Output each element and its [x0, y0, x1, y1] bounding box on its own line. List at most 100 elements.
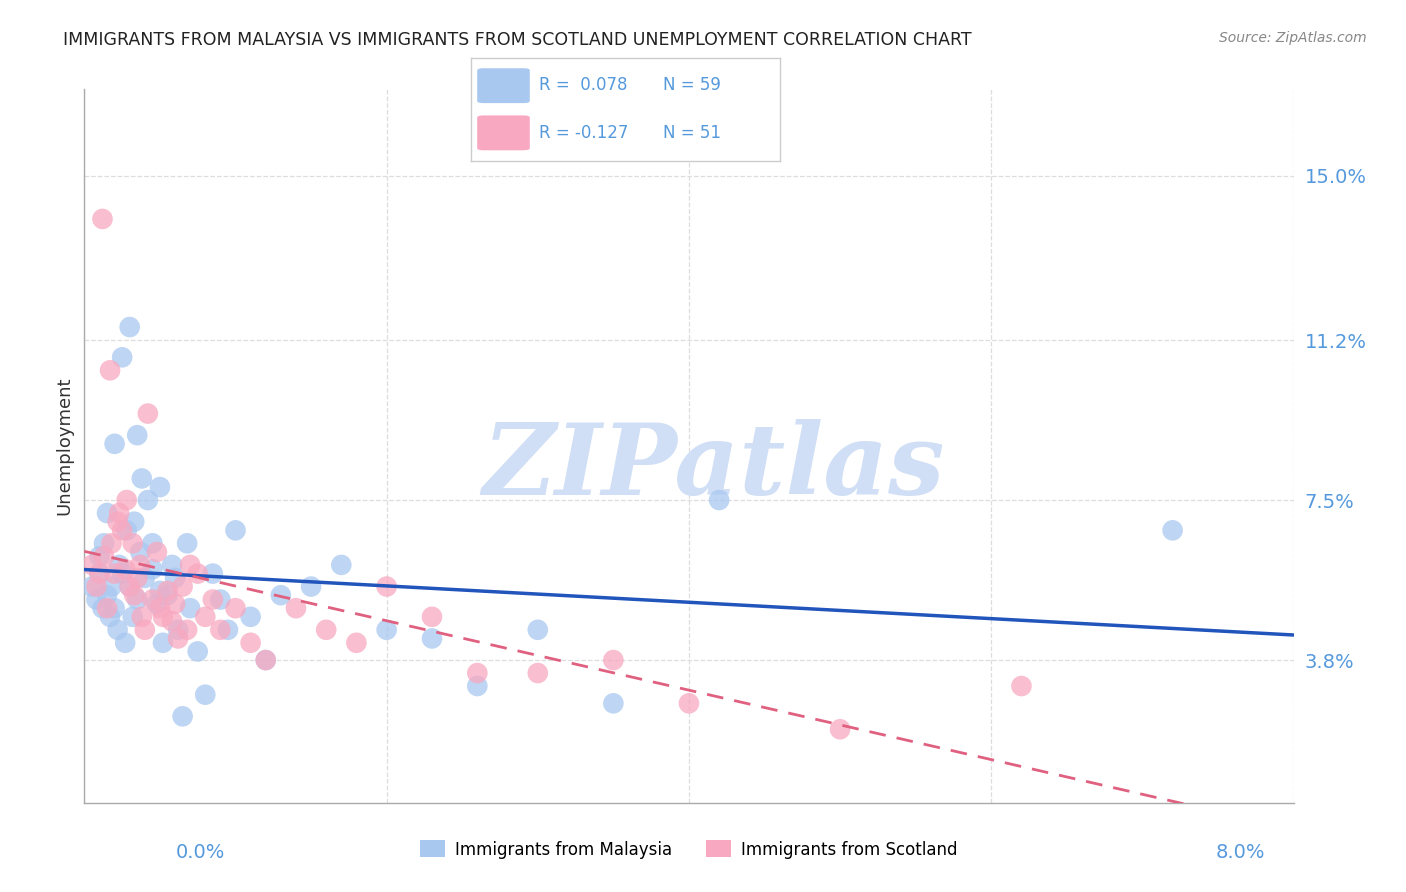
Point — [118, 580, 141, 594]
Point — [111, 524, 134, 538]
Text: R = -0.127: R = -0.127 — [538, 124, 628, 143]
Point — [239, 610, 262, 624]
Point — [104, 566, 127, 581]
Point — [114, 562, 136, 576]
Point — [136, 493, 159, 508]
Point — [146, 545, 169, 559]
Point — [89, 549, 111, 564]
Point — [315, 623, 337, 637]
Point — [254, 653, 277, 667]
Point — [194, 610, 217, 624]
Point — [98, 363, 121, 377]
Point — [121, 536, 143, 550]
Point — [284, 601, 308, 615]
Point — [149, 601, 172, 615]
Point — [127, 571, 149, 585]
Point — [176, 623, 198, 637]
Point — [149, 480, 172, 494]
Point — [160, 558, 183, 572]
Point — [602, 696, 624, 710]
Point — [80, 580, 103, 594]
Point — [270, 588, 292, 602]
Point — [104, 437, 127, 451]
Text: N = 51: N = 51 — [662, 124, 721, 143]
Point — [129, 545, 152, 559]
Legend: Immigrants from Malaysia, Immigrants from Scotland: Immigrants from Malaysia, Immigrants fro… — [413, 835, 965, 866]
Point — [209, 592, 232, 607]
Point — [201, 566, 224, 581]
Text: ZIPatlas: ZIPatlas — [482, 419, 945, 516]
Point — [172, 580, 194, 594]
Point — [121, 610, 143, 624]
Point — [167, 623, 190, 637]
Point — [165, 571, 187, 585]
Point — [91, 601, 114, 615]
Point — [165, 597, 187, 611]
Point — [225, 524, 247, 538]
Point — [141, 592, 163, 607]
Point — [346, 636, 368, 650]
Y-axis label: Unemployment: Unemployment — [55, 376, 73, 516]
Point — [187, 566, 209, 581]
Point — [118, 580, 141, 594]
Point — [118, 320, 141, 334]
Point — [420, 632, 443, 646]
Point — [146, 597, 169, 611]
Point — [176, 536, 198, 550]
Point — [131, 610, 153, 624]
Text: 8.0%: 8.0% — [1216, 843, 1265, 862]
Point — [141, 562, 163, 576]
Point — [239, 636, 262, 650]
Point — [467, 679, 489, 693]
Text: Source: ZipAtlas.com: Source: ZipAtlas.com — [1219, 31, 1367, 45]
Point — [93, 549, 115, 564]
FancyBboxPatch shape — [477, 69, 530, 103]
Point — [1161, 524, 1184, 538]
Point — [115, 493, 138, 508]
Point — [194, 688, 217, 702]
Point — [225, 601, 247, 615]
FancyBboxPatch shape — [477, 115, 530, 150]
Point — [108, 558, 131, 572]
Point — [131, 471, 153, 485]
Point — [96, 506, 118, 520]
Point — [136, 407, 159, 421]
Point — [115, 524, 138, 538]
Point — [187, 644, 209, 658]
Point — [602, 653, 624, 667]
Point — [156, 583, 179, 598]
Point — [111, 566, 134, 581]
Point — [107, 515, 129, 529]
Point — [527, 623, 550, 637]
Point — [114, 636, 136, 650]
Point — [107, 623, 129, 637]
Point — [127, 592, 149, 607]
Point — [527, 666, 550, 681]
Point — [111, 351, 134, 365]
Point — [467, 666, 489, 681]
Point — [209, 623, 232, 637]
Point — [830, 723, 852, 737]
Point — [201, 592, 224, 607]
Text: N = 59: N = 59 — [662, 76, 721, 95]
Point — [127, 428, 149, 442]
Point — [254, 653, 277, 667]
Point — [104, 601, 127, 615]
Point — [89, 566, 111, 581]
Point — [420, 610, 443, 624]
Point — [167, 632, 190, 646]
Point — [330, 558, 353, 572]
Point — [678, 696, 700, 710]
Point — [299, 580, 322, 594]
Point — [160, 614, 183, 628]
Point — [179, 601, 201, 615]
Point — [108, 506, 131, 520]
Point — [129, 558, 152, 572]
Point — [152, 636, 174, 650]
Text: R =  0.078: R = 0.078 — [538, 76, 627, 95]
Point — [89, 566, 111, 581]
Point — [134, 623, 156, 637]
Point — [375, 623, 398, 637]
Point — [149, 583, 172, 598]
Text: IMMIGRANTS FROM MALAYSIA VS IMMIGRANTS FROM SCOTLAND UNEMPLOYMENT CORRELATION CH: IMMIGRANTS FROM MALAYSIA VS IMMIGRANTS F… — [63, 31, 972, 49]
